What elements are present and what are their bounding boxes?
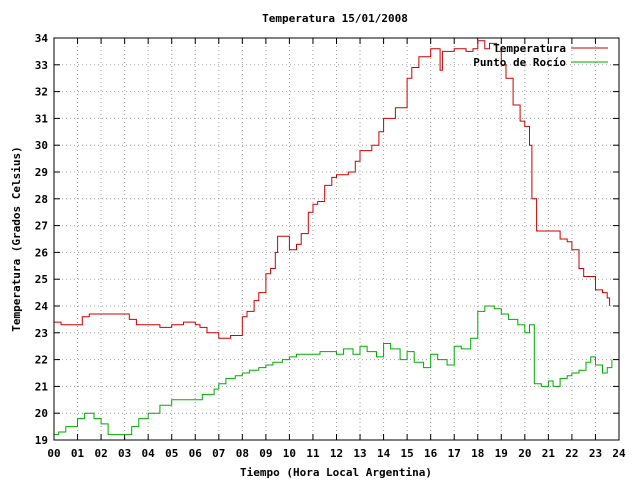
x-tick-label: 18 xyxy=(471,447,484,460)
y-tick-label: 29 xyxy=(35,166,48,179)
y-tick-label: 26 xyxy=(35,246,49,259)
series-line-punto-de-rocio xyxy=(54,305,613,436)
x-tick-label: 12 xyxy=(330,447,343,460)
x-tick-label: 15 xyxy=(401,447,414,460)
y-tick-label: 25 xyxy=(35,273,48,286)
x-tick-label: 01 xyxy=(71,447,85,460)
y-axis-label: Temperatura (Grados Celsius) xyxy=(10,146,23,331)
x-tick-label: 24 xyxy=(612,447,626,460)
y-tick-label: 33 xyxy=(35,59,48,72)
y-tick-label: 27 xyxy=(35,220,48,233)
x-tick-label: 08 xyxy=(236,447,249,460)
x-tick-label: 14 xyxy=(377,447,391,460)
x-tick-label: 06 xyxy=(189,447,203,460)
x-tick-label: 11 xyxy=(306,447,320,460)
y-tick-label: 20 xyxy=(35,407,48,420)
y-tick-label: 19 xyxy=(35,434,48,447)
y-tick-label: 31 xyxy=(35,112,49,125)
x-axis-label: Tiempo (Hora Local Argentina) xyxy=(240,466,432,479)
x-tick-label: 13 xyxy=(353,447,366,460)
x-tick-label: 17 xyxy=(448,447,461,460)
y-tick-label: 24 xyxy=(35,300,49,313)
x-tick-label: 00 xyxy=(47,447,60,460)
y-tick-label: 32 xyxy=(35,86,48,99)
x-tick-label: 03 xyxy=(118,447,131,460)
tick-layer: 19 20 21 22 23 24 25 26 27 28 29 30 31 32 33 34 00 01 02 03… xyxy=(35,32,626,460)
x-tick-label: 19 xyxy=(495,447,508,460)
y-tick-label: 30 xyxy=(35,139,48,152)
x-tick-label: 10 xyxy=(283,447,296,460)
x-tick-label: 22 xyxy=(565,447,578,460)
y-tick-label: 21 xyxy=(35,380,49,393)
y-tick-label: 28 xyxy=(35,193,48,206)
series-line-temperatura xyxy=(54,40,611,339)
x-tick-label: 20 xyxy=(518,447,531,460)
x-tick-label: 02 xyxy=(94,447,107,460)
x-tick-label: 16 xyxy=(424,447,438,460)
x-tick-label: 09 xyxy=(259,447,272,460)
chart-title: Temperatura 15/01/2008 xyxy=(262,12,408,25)
x-tick-label: 23 xyxy=(589,447,602,460)
series-layer xyxy=(54,40,613,436)
plot-frame xyxy=(53,37,620,441)
x-tick-label: 04 xyxy=(142,447,156,460)
legend-label: Punto de Rocío xyxy=(473,56,566,69)
x-tick-label: 21 xyxy=(542,447,556,460)
x-tick-label: 05 xyxy=(165,447,178,460)
x-tick-label: 07 xyxy=(212,447,225,460)
y-tick-label: 22 xyxy=(35,354,48,367)
y-tick-label: 23 xyxy=(35,327,48,340)
y-tick-label: 34 xyxy=(35,32,49,45)
legend-label: Temperatura xyxy=(493,42,566,55)
